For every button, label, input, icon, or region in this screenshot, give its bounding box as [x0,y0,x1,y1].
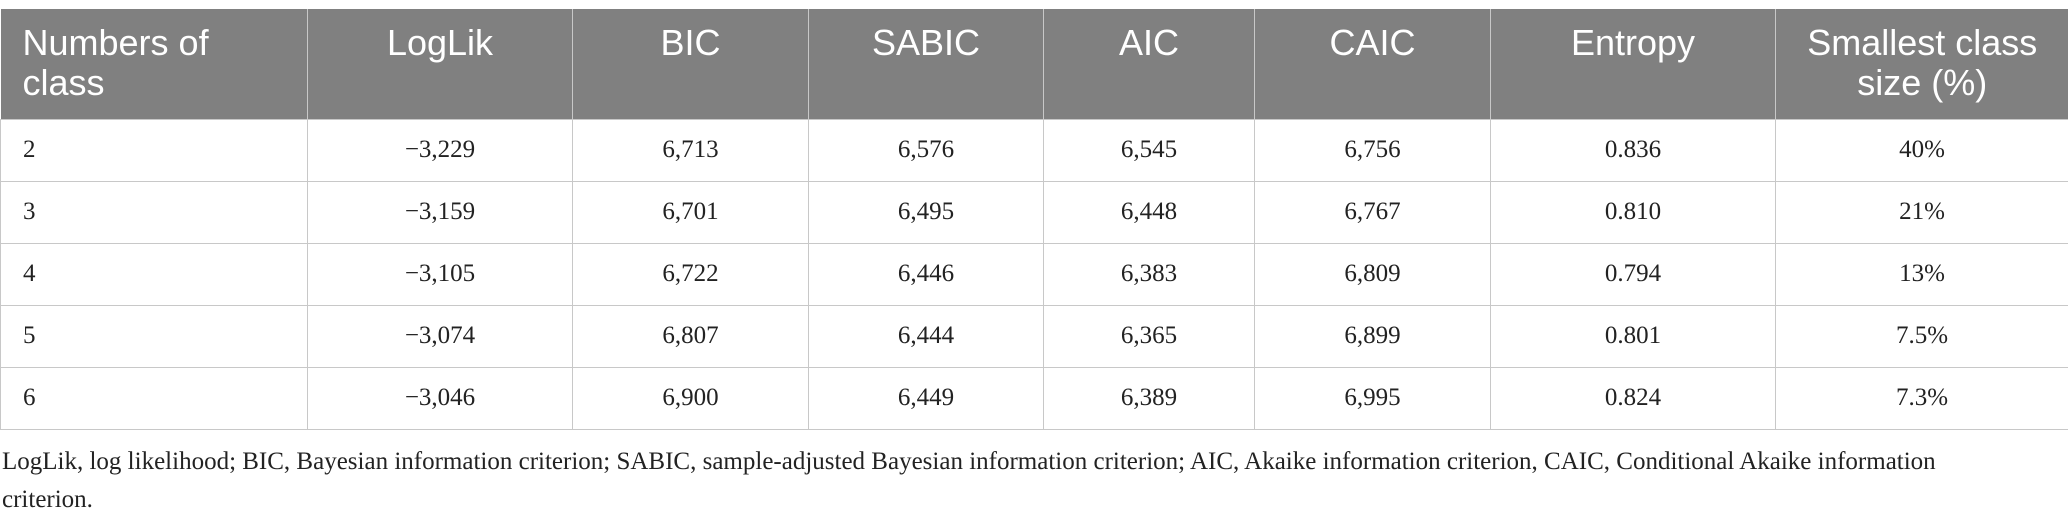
column-header-aic: AIC [1043,9,1255,119]
cell-caic: 6,899 [1254,305,1491,368]
cell-aic: 6,448 [1043,181,1255,244]
cell-sabic: 6,446 [808,243,1044,306]
cell-smallest-class-size: 13% [1775,243,2068,306]
cell-aic: 6,365 [1043,305,1255,368]
cell-sabic: 6,495 [808,181,1044,244]
table-footnote: LogLik, log likelihood; BIC, Bayesian in… [2,448,1936,513]
model-fit-table: Numbers of class LogLik BIC SABIC AIC CA… [0,9,2068,430]
cell-bic: 6,900 [572,367,809,430]
cell-smallest-class-size: 7.5% [1775,305,2068,368]
cell-numbers-of-class: 2 [0,118,308,182]
cell-numbers-of-class: 3 [0,181,308,244]
table-row: 3 −3,159 6,701 6,495 6,448 6,767 0.810 2… [0,181,2068,244]
table-header-row: Numbers of class LogLik BIC SABIC AIC CA… [0,9,2068,119]
column-header-entropy: Entropy [1490,9,1776,119]
table-row: 2 −3,229 6,713 6,576 6,545 6,756 0.836 4… [0,118,2068,182]
table-row: 6 −3,046 6,900 6,449 6,389 6,995 0.824 7… [0,367,2068,430]
model-fit-table-container: Numbers of class LogLik BIC SABIC AIC CA… [0,9,2068,430]
cell-bic: 6,713 [572,118,809,182]
cell-entropy: 0.836 [1490,118,1776,182]
cell-entropy: 0.810 [1490,181,1776,244]
column-header-numbers-of-class: Numbers of class [0,9,308,119]
cell-loglik: −3,046 [307,367,573,430]
cell-aic: 6,389 [1043,367,1255,430]
cell-bic: 6,722 [572,243,809,306]
column-header-smallest-class-size: Smallest class size (%) [1775,9,2068,119]
cell-sabic: 6,576 [808,118,1044,182]
cell-entropy: 0.801 [1490,305,1776,368]
column-header-bic: BIC [572,9,809,119]
cell-smallest-class-size: 7.3% [1775,367,2068,430]
cell-bic: 6,701 [572,181,809,244]
table-row: 4 −3,105 6,722 6,446 6,383 6,809 0.794 1… [0,243,2068,306]
cell-loglik: −3,159 [307,181,573,244]
column-header-loglik: LogLik [307,9,573,119]
cell-smallest-class-size: 21% [1775,181,2068,244]
cell-loglik: −3,074 [307,305,573,368]
cell-smallest-class-size: 40% [1775,118,2068,182]
cell-caic: 6,995 [1254,367,1491,430]
cell-entropy: 0.824 [1490,367,1776,430]
cell-sabic: 6,449 [808,367,1044,430]
cell-numbers-of-class: 4 [0,243,308,306]
cell-caic: 6,767 [1254,181,1491,244]
cell-entropy: 0.794 [1490,243,1776,306]
cell-sabic: 6,444 [808,305,1044,368]
cell-bic: 6,807 [572,305,809,368]
cell-aic: 6,545 [1043,118,1255,182]
cell-numbers-of-class: 6 [0,367,308,430]
cell-caic: 6,756 [1254,118,1491,182]
cell-numbers-of-class: 5 [0,305,308,368]
cell-loglik: −3,229 [307,118,573,182]
cell-aic: 6,383 [1043,243,1255,306]
column-header-sabic: SABIC [808,9,1044,119]
column-header-caic: CAIC [1254,9,1491,119]
cell-loglik: −3,105 [307,243,573,306]
table-row: 5 −3,074 6,807 6,444 6,365 6,899 0.801 7… [0,305,2068,368]
cell-caic: 6,809 [1254,243,1491,306]
